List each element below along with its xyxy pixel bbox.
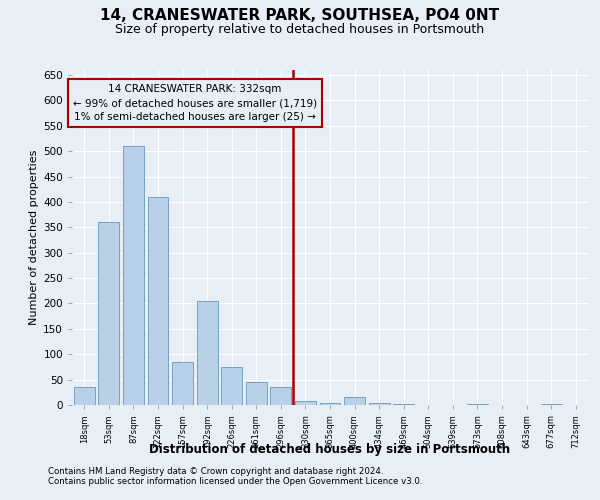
Bar	[344, 398, 365, 405]
Bar	[123, 146, 144, 405]
Bar	[271, 387, 292, 405]
Text: Size of property relative to detached houses in Portsmouth: Size of property relative to detached ho…	[115, 22, 485, 36]
Text: Contains public sector information licensed under the Open Government Licence v3: Contains public sector information licen…	[48, 477, 422, 486]
Bar	[541, 404, 562, 405]
Bar	[74, 387, 95, 405]
Bar	[221, 367, 242, 405]
Bar	[246, 382, 267, 405]
Bar	[295, 401, 316, 405]
Text: Distribution of detached houses by size in Portsmouth: Distribution of detached houses by size …	[149, 442, 511, 456]
Bar	[368, 404, 389, 405]
Bar	[393, 404, 414, 405]
Bar	[197, 301, 218, 405]
Text: Contains HM Land Registry data © Crown copyright and database right 2024.: Contains HM Land Registry data © Crown c…	[48, 467, 383, 476]
Text: 14 CRANESWATER PARK: 332sqm
← 99% of detached houses are smaller (1,719)
1% of s: 14 CRANESWATER PARK: 332sqm ← 99% of det…	[73, 84, 317, 122]
Bar	[148, 197, 169, 405]
Bar	[98, 222, 119, 405]
Bar	[467, 404, 488, 405]
Bar	[320, 404, 340, 405]
Y-axis label: Number of detached properties: Number of detached properties	[29, 150, 39, 325]
Bar	[172, 362, 193, 405]
Text: 14, CRANESWATER PARK, SOUTHSEA, PO4 0NT: 14, CRANESWATER PARK, SOUTHSEA, PO4 0NT	[100, 8, 500, 22]
